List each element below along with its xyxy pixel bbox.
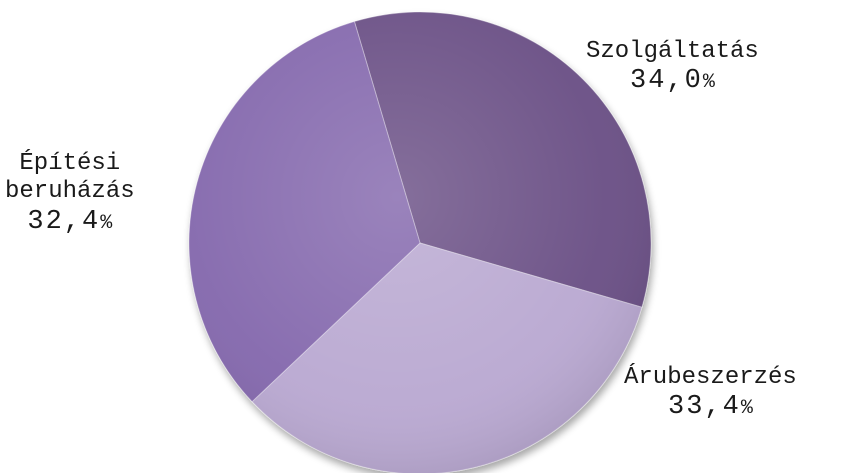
slice-label-szolgaltatas: Szolgáltatás 34,0% [586,38,759,98]
slice-unit: % [740,397,753,421]
pie-slices [188,11,652,473]
slice-value: 32,4 [27,206,101,237]
slice-value: 33,4 [668,392,741,423]
slice-percent: 33,4% [624,392,797,424]
slice-label-epitesi-beruhazas: Építési beruházás 32,4% [5,150,135,238]
slice-value: 34,0 [630,66,703,97]
slice-name-line-2: beruházás [5,178,135,206]
slice-unit: % [702,71,715,95]
slice-name: Szolgáltatás [586,38,759,65]
slice-unit: % [100,211,113,235]
slice-percent: 32,4% [5,207,135,239]
slice-name: Árubeszerzés [624,364,797,391]
slice-name-line-1: Építési [19,150,121,177]
slice-percent: 34,0% [586,66,759,98]
slice-label-arubeszerzes: Árubeszerzés 33,4% [624,364,797,424]
